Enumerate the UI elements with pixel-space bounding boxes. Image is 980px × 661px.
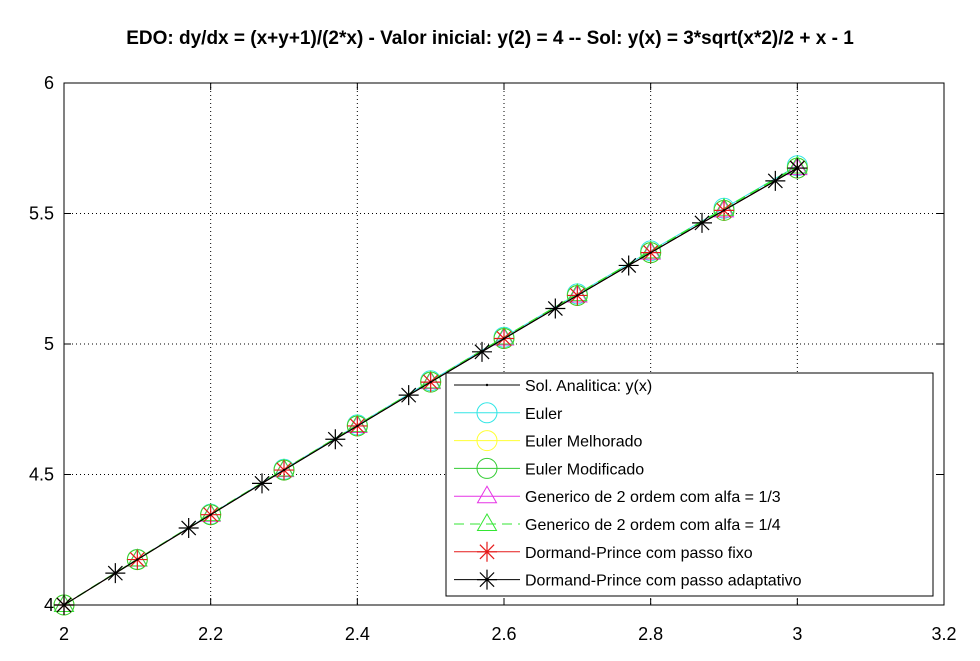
data-point bbox=[472, 341, 492, 362]
y-tick-label: 5.5 bbox=[29, 204, 54, 224]
data-point bbox=[476, 485, 498, 504]
legend-entry: Generico de 2 ordem com alfa = 1/4 bbox=[454, 512, 781, 534]
legend-entry: Euler Modificado bbox=[454, 457, 644, 479]
legend-label: Euler Melhorado bbox=[525, 434, 643, 451]
data-point bbox=[476, 512, 498, 531]
x-tick-label: 2.8 bbox=[638, 624, 663, 644]
data-point bbox=[105, 563, 126, 584]
legend-label: Sol. Analitica: y(x) bbox=[525, 378, 652, 395]
data-point bbox=[477, 541, 497, 562]
chart-title: EDO: dy/dx = (x+y+1)/(2*x) - Valor inici… bbox=[126, 28, 854, 49]
data-point bbox=[252, 473, 272, 494]
legend-entry: Euler bbox=[454, 402, 563, 424]
legend-entry: Generico de 2 ordem com alfa = 1/3 bbox=[454, 485, 781, 506]
legend-label: Dormand-Prince com passo fixo bbox=[525, 545, 753, 562]
legend: Sol. Analitica: y(x) Euler Euler Melhorado… bbox=[445, 372, 934, 597]
legend-label: Dormand-Prince com passo adaptativo bbox=[525, 573, 802, 590]
x-tick-label: 2.4 bbox=[345, 624, 370, 644]
x-tick-label: 2.6 bbox=[491, 624, 516, 644]
legend-label: Generico de 2 ordem com alfa = 1/3 bbox=[525, 489, 781, 506]
legend-entry: Sol. Analitica: y(x) bbox=[454, 378, 652, 395]
legend-label: Euler Modificado bbox=[525, 461, 644, 478]
legend-label: Euler bbox=[525, 406, 563, 423]
data-point bbox=[398, 385, 419, 406]
data-point bbox=[765, 170, 786, 191]
x-tick-label: 3 bbox=[792, 624, 802, 644]
x-tick-label: 2.2 bbox=[198, 624, 223, 644]
data-point bbox=[692, 212, 712, 233]
series-line bbox=[63, 165, 798, 606]
data-point bbox=[476, 402, 498, 424]
series-line bbox=[63, 167, 798, 606]
y-tick-label: 5 bbox=[44, 334, 54, 354]
data-point bbox=[477, 569, 497, 590]
y-tick-label: 4 bbox=[44, 595, 54, 615]
legend-box bbox=[445, 372, 934, 597]
data-point bbox=[178, 518, 199, 539]
x-tick-label: 2 bbox=[59, 624, 69, 644]
legend-entry: Euler Melhorado bbox=[454, 430, 643, 452]
y-tick-label: 6 bbox=[44, 73, 54, 93]
data-point bbox=[545, 298, 566, 319]
y-tick-label: 4.5 bbox=[29, 465, 54, 485]
plot-series bbox=[53, 155, 808, 616]
data-point bbox=[476, 430, 498, 452]
data-point bbox=[485, 383, 489, 387]
data-point bbox=[476, 457, 498, 479]
data-point bbox=[618, 255, 639, 276]
axis-ticks: 2 2.2 2.4 2.6 2.8 3 3.2 4 4.5 5 5.5 6 bbox=[29, 73, 957, 644]
legend-entry: Dormand-Prince com passo fixo bbox=[454, 541, 753, 562]
x-tick-label: 3.2 bbox=[931, 624, 956, 644]
data-point bbox=[787, 158, 808, 179]
legend-entry: Dormand-Prince com passo adaptativo bbox=[454, 569, 802, 590]
data-point bbox=[325, 429, 346, 450]
legend-label: Generico de 2 ordem com alfa = 1/4 bbox=[525, 517, 781, 534]
